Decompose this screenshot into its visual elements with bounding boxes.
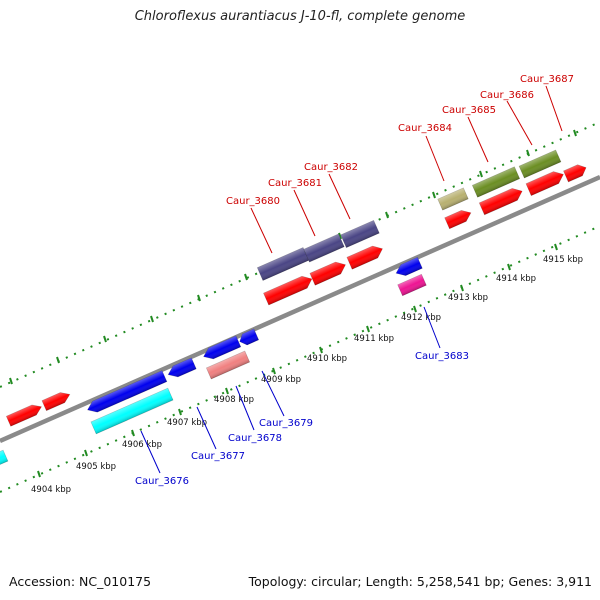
- inner-tick-track: [0, 225, 600, 493]
- kbp-label: 4908 kbp: [214, 395, 254, 405]
- gene-cyan[interactable]: [0, 449, 9, 467]
- gene-label-reverse[interactable]: Caur_3677: [191, 451, 245, 462]
- kbp-label: 4905 kbp: [76, 462, 116, 472]
- reverse-gene-labels: Caur_3676 Caur_3677 Caur_3678 Caur_3679 …: [135, 351, 469, 487]
- genome-backbone: [0, 174, 600, 444]
- gene-label-reverse[interactable]: Caur_3676: [135, 476, 189, 487]
- outer-major-ticks: [9, 129, 577, 385]
- kbp-label: 4913 kbp: [448, 293, 488, 303]
- gene-label-reverse[interactable]: Caur_3678: [228, 433, 282, 444]
- gene-label-reverse[interactable]: Caur_3683: [415, 351, 469, 362]
- gene-label-forward[interactable]: Caur_3681: [268, 178, 322, 189]
- cds-forward[interactable]: [309, 259, 348, 286]
- gene-label-forward[interactable]: Caur_3687: [520, 74, 574, 85]
- gene-cyan[interactable]: [90, 387, 174, 435]
- cds-forward[interactable]: [444, 207, 474, 230]
- forward-gene-labels: Caur_3680 Caur_3681 Caur_3682 Caur_3684 …: [226, 74, 574, 207]
- cds-reverse[interactable]: [237, 328, 260, 347]
- gene-label-forward[interactable]: Caur_3682: [304, 162, 358, 173]
- gene-label-forward[interactable]: Caur_3680: [226, 196, 280, 207]
- kbp-label: 4906 kbp: [122, 440, 162, 450]
- gene-features: [0, 149, 589, 467]
- gene-salmon[interactable]: [205, 350, 251, 380]
- cds-reverse[interactable]: [201, 335, 242, 362]
- cds-forward[interactable]: [563, 162, 589, 183]
- gene-purple[interactable]: [340, 219, 380, 249]
- kbp-label: 4910 kbp: [307, 354, 347, 364]
- cds-forward[interactable]: [263, 273, 314, 306]
- cds-reverse[interactable]: [85, 370, 168, 416]
- kbp-label: 4904 kbp: [31, 485, 71, 495]
- cds-reverse[interactable]: [394, 256, 423, 278]
- cds-forward[interactable]: [41, 389, 72, 412]
- kbp-label: 4909 kbp: [261, 375, 301, 385]
- cds-forward[interactable]: [525, 168, 566, 196]
- kbp-labels: 4904 kbp 4905 kbp 4906 kbp 4907 kbp 4908…: [31, 255, 583, 495]
- map-title: Chloroflexus aurantiacus J-10-fl, comple…: [134, 9, 466, 24]
- gene-purple[interactable]: [303, 233, 345, 263]
- cds-forward[interactable]: [478, 185, 525, 216]
- gene-purple[interactable]: [256, 247, 310, 281]
- gene-label-forward[interactable]: Caur_3685: [442, 105, 496, 116]
- gene-label-forward[interactable]: Caur_3686: [480, 90, 534, 101]
- kbp-label: 4912 kbp: [401, 313, 441, 323]
- gene-khaki[interactable]: [437, 187, 469, 211]
- accession-text: Accession: NC_010175: [9, 574, 152, 589]
- forward-leader-lines: [250, 85, 563, 254]
- cds-forward[interactable]: [346, 243, 385, 270]
- reverse-leader-lines: [140, 306, 441, 474]
- gene-magenta[interactable]: [397, 273, 427, 297]
- gene-label-reverse[interactable]: Caur_3679: [259, 418, 313, 429]
- gene-olive[interactable]: [518, 149, 562, 179]
- gene-label-forward[interactable]: Caur_3684: [398, 123, 452, 134]
- kbp-label: 4914 kbp: [496, 274, 536, 284]
- genome-summary: Topology: circular; Length: 5,258,541 bp…: [248, 574, 592, 589]
- kbp-label: 4911 kbp: [354, 334, 394, 344]
- kbp-label: 4915 kbp: [543, 255, 583, 265]
- outer-tick-track: [0, 121, 600, 388]
- kbp-label: 4907 kbp: [167, 418, 207, 428]
- gene-olive[interactable]: [471, 166, 521, 198]
- cds-forward[interactable]: [5, 402, 43, 427]
- cds-reverse[interactable]: [166, 357, 197, 380]
- inner-major-ticks: [37, 243, 558, 478]
